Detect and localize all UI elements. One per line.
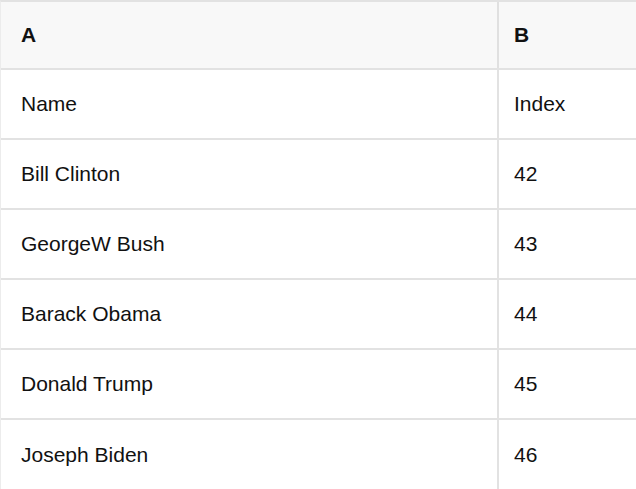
- column-header-row: A B: [1, 2, 636, 70]
- column-header-b[interactable]: B: [499, 2, 636, 68]
- table-row: Donald Trump 45: [1, 350, 636, 420]
- cell-name[interactable]: Joseph Biden: [1, 420, 499, 489]
- spreadsheet-table: A B Name Index Bill Clinton 42 GeorgeW B…: [0, 0, 636, 489]
- cell-name[interactable]: GeorgeW Bush: [1, 210, 499, 278]
- cell-index[interactable]: 42: [499, 140, 636, 208]
- column-header-a[interactable]: A: [1, 2, 499, 68]
- cell-index[interactable]: 44: [499, 280, 636, 348]
- table-row: Bill Clinton 42: [1, 140, 636, 210]
- table-row: Joseph Biden 46: [1, 420, 636, 489]
- cell-index[interactable]: 46: [499, 420, 636, 489]
- cell-name[interactable]: Donald Trump: [1, 350, 499, 418]
- table-row: Barack Obama 44: [1, 280, 636, 350]
- cell-name[interactable]: Barack Obama: [1, 280, 499, 348]
- cell-index[interactable]: 43: [499, 210, 636, 278]
- cell-name[interactable]: Bill Clinton: [1, 140, 499, 208]
- table-row: Name Index: [1, 70, 636, 140]
- cell-index[interactable]: 45: [499, 350, 636, 418]
- cell-name[interactable]: Name: [1, 70, 499, 138]
- cell-index[interactable]: Index: [499, 70, 636, 138]
- table-row: GeorgeW Bush 43: [1, 210, 636, 280]
